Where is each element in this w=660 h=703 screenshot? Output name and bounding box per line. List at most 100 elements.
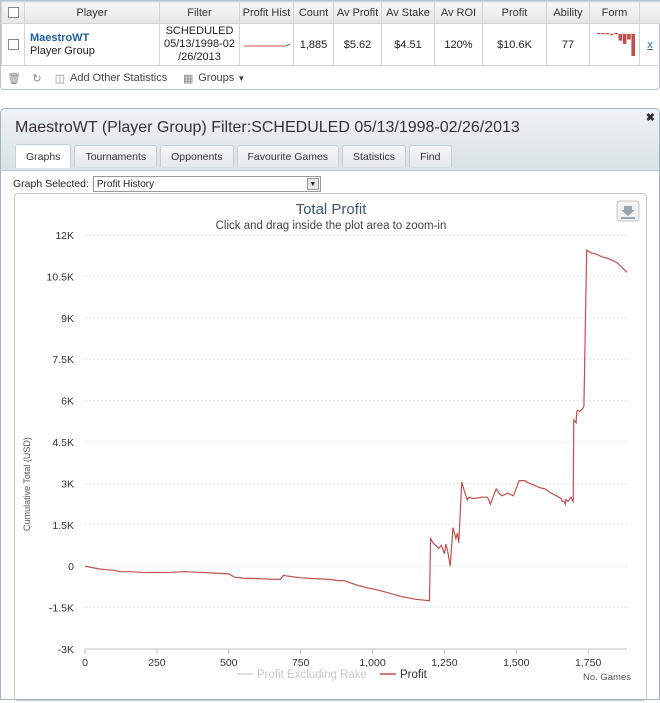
- column-header-av-roi[interactable]: Av ROI: [435, 2, 483, 24]
- x-axis-label: No. Games: [583, 672, 631, 683]
- y-tick-label: 4.5K: [52, 437, 74, 449]
- player-name-link[interactable]: MaestroWT: [30, 32, 157, 45]
- x-tick-label: 1,000: [359, 657, 385, 669]
- legend-item-profit-excluding-rake[interactable]: Profit Excluding Rake: [237, 669, 367, 681]
- ability-value: 77: [547, 24, 590, 66]
- x-tick-label: 1,500: [503, 657, 529, 669]
- column-header-profit-hist[interactable]: Profit Hist: [240, 2, 294, 24]
- tab-opponents[interactable]: Opponents: [160, 145, 233, 167]
- form-bar-chart: [593, 26, 637, 60]
- count-value: 1,885: [294, 24, 334, 66]
- profit-sparkline: [242, 36, 292, 50]
- y-tick-label: 9K: [61, 313, 74, 325]
- column-header-form[interactable]: Form: [590, 2, 640, 24]
- y-tick-label: 6K: [61, 396, 74, 408]
- table-header-row: Player Filter Profit Hist Count Av Profi…: [2, 2, 660, 24]
- tab-graphs[interactable]: Graphs: [15, 144, 71, 168]
- y-tick-label: 0: [68, 561, 74, 573]
- y-axis-label: Cumulative Total (USD): [22, 437, 32, 531]
- filter-line: 05/13/1998-02: [162, 38, 237, 51]
- chart-container: Total Profit Click and drag inside the p…: [14, 193, 647, 701]
- chart-subtitle: Click and drag inside the plot area to z…: [216, 220, 447, 232]
- graph-select[interactable]: Profit History ▼: [93, 176, 321, 192]
- close-icon[interactable]: ✖: [646, 111, 655, 124]
- chevron-down-icon[interactable]: ▼: [307, 178, 319, 190]
- x-tick-label: 1,250: [431, 657, 457, 669]
- groups-icon: ▦: [181, 71, 195, 85]
- column-header-profit[interactable]: Profit: [483, 2, 547, 24]
- player-cell: MaestroWT Player Group: [25, 24, 160, 66]
- chart-gridlines: [85, 235, 627, 649]
- form-bar: [622, 34, 626, 44]
- chart-title: Total Profit: [296, 201, 368, 218]
- profit-hist-cell[interactable]: [240, 24, 294, 66]
- av-profit-value: $5.62: [334, 24, 382, 66]
- player-group-label: Player Group: [30, 45, 157, 58]
- tab-find[interactable]: Find: [409, 145, 451, 167]
- panel-header: MaestroWT (Player Group) Filter:SCHEDULE…: [1, 109, 659, 171]
- trash-icon[interactable]: 🗑: [7, 71, 21, 85]
- refresh-icon[interactable]: ↻: [30, 71, 44, 85]
- y-tick-label: -3K: [58, 644, 74, 656]
- form-bar: [631, 34, 635, 56]
- tab-statistics[interactable]: Statistics: [342, 145, 406, 167]
- column-header-player[interactable]: Player: [25, 2, 160, 24]
- tab-tournaments[interactable]: Tournaments: [74, 145, 157, 167]
- groups-dropdown[interactable]: Groups ▼: [198, 72, 245, 84]
- remove-row-link[interactable]: x: [647, 39, 653, 51]
- x-tick-label: 250: [148, 657, 166, 669]
- total-profit-chart[interactable]: Total Profit Click and drag inside the p…: [15, 194, 646, 700]
- add-other-statistics-button[interactable]: Add Other Statistics: [70, 72, 167, 84]
- player-graph-panel: MaestroWT (Player Group) Filter:SCHEDULE…: [0, 108, 660, 700]
- y-tick-label: 10.5K: [47, 271, 74, 283]
- row-checkbox[interactable]: [8, 39, 19, 50]
- y-tick-label: 1.5K: [52, 520, 74, 532]
- column-header-filter[interactable]: Filter: [160, 2, 240, 24]
- form-bar: [618, 34, 622, 41]
- player-stats-table: Player Filter Profit Hist Count Av Profi…: [1, 1, 660, 66]
- form-bar: [605, 33, 609, 34]
- column-header-av-profit[interactable]: Av Profit: [334, 2, 382, 24]
- x-tick-label: 500: [220, 657, 238, 669]
- tab-favourite-games[interactable]: Favourite Games: [237, 145, 340, 167]
- chart-series: [85, 250, 627, 601]
- chart-legend: Profit Excluding Rake Profit: [237, 669, 428, 681]
- column-header-av-stake[interactable]: Av Stake: [382, 2, 435, 24]
- row-select-cell[interactable]: [2, 24, 25, 66]
- av-stake-value: $4.51: [382, 24, 435, 66]
- graph-selected-label: Graph Selected:: [13, 178, 89, 190]
- table-row: MaestroWT Player Group SCHEDULED 05/13/1…: [2, 24, 660, 66]
- y-tick-label: 12K: [55, 230, 74, 242]
- remove-cell: x: [640, 24, 660, 66]
- x-tick-label: 1,750: [575, 657, 601, 669]
- y-tick-label: -1.5K: [49, 603, 74, 615]
- profit-value: $10.6K: [483, 24, 547, 66]
- add-stats-icon: ◫: [53, 71, 67, 85]
- groups-label: Groups: [198, 72, 234, 84]
- panel-tabs: Graphs Tournaments Opponents Favourite G…: [15, 145, 455, 168]
- export-button[interactable]: [617, 201, 639, 221]
- form-bar: [597, 33, 601, 34]
- form-cell: [590, 24, 640, 66]
- graph-select-value: Profit History: [97, 179, 154, 190]
- chevron-down-icon: ▼: [237, 74, 245, 83]
- column-header-count[interactable]: Count: [294, 2, 334, 24]
- legend-item-profit[interactable]: Profit: [380, 669, 428, 681]
- column-header-ability[interactable]: Ability: [547, 2, 590, 24]
- panel-title: MaestroWT (Player Group) Filter:SCHEDULE…: [15, 119, 520, 137]
- form-bar: [627, 34, 631, 40]
- select-all-checkbox[interactable]: [8, 7, 19, 18]
- graph-selector-row: Graph Selected: Profit History ▼: [13, 176, 321, 192]
- select-all-header[interactable]: [2, 2, 25, 24]
- player-stats-panel: Player Filter Profit Hist Count Av Profi…: [0, 0, 660, 90]
- profit-series-line[interactable]: [85, 250, 627, 601]
- form-bar: [609, 34, 613, 35]
- filter-cell: SCHEDULED 05/13/1998-02 /26/2013: [160, 24, 240, 66]
- x-tick-label: 750: [292, 657, 310, 669]
- av-roi-value: 120%: [435, 24, 483, 66]
- form-bar: [601, 33, 605, 34]
- legend-label: Profit Excluding Rake: [257, 669, 367, 681]
- y-tick-label: 3K: [61, 478, 74, 490]
